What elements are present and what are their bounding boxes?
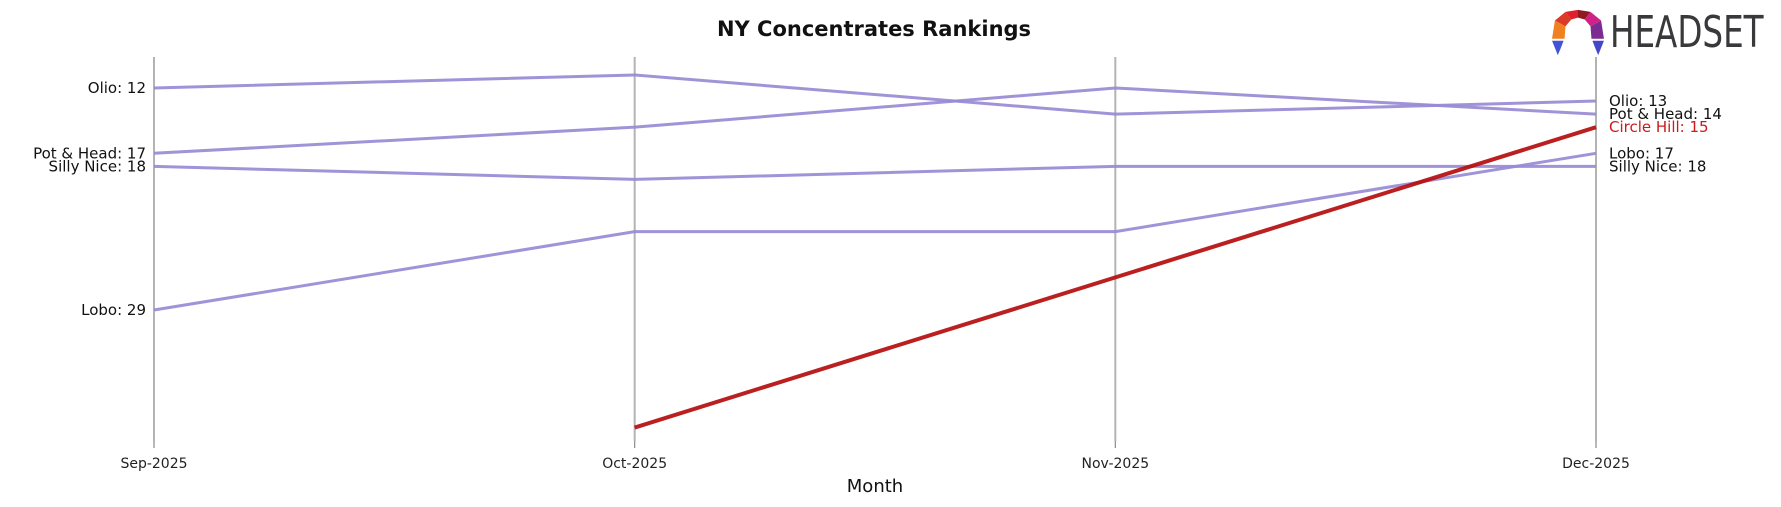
series-line-circle-hill[interactable] [634, 125, 1597, 430]
right-rank-label: Circle Hill: 15 [1609, 118, 1709, 136]
left-rank-label: Olio: 12 [88, 79, 146, 97]
gridlines [153, 57, 1597, 448]
x-axis-title: Month [846, 476, 904, 497]
left-rank-label: Lobo: 29 [81, 301, 146, 319]
series-line-silly-nice[interactable] [153, 164, 1596, 181]
right-rank-label: Silly Nice: 18 [1609, 157, 1706, 175]
x-tick-label: Oct-2025 [602, 456, 667, 472]
month-tick-labels: Sep-2025 Oct-2025 Nov-2025 Dec-2025 [120, 456, 1629, 472]
right-rank-label: Lobo: 17 [1609, 144, 1674, 162]
left-rank-label: Pot & Head: 17 [33, 144, 146, 162]
series-line-lobo[interactable] [153, 151, 1597, 312]
x-tick-label: Sep-2025 [120, 456, 187, 472]
x-tick-label: Dec-2025 [1562, 456, 1630, 472]
right-rank-label: Pot & Head: 14 [1609, 105, 1722, 123]
left-rank-label: Silly Nice: 18 [49, 157, 146, 175]
x-tick-label: Nov-2025 [1082, 456, 1150, 472]
right-rank-label: Olio: 13 [1609, 92, 1667, 110]
headset-logo-icon [1552, 9, 1604, 56]
series-line-olio[interactable] [153, 73, 1597, 116]
headset-logo: HEADSET [1549, 6, 1781, 60]
headset-logo-text: HEADSET [1610, 7, 1764, 58]
series-line-pot-head[interactable] [153, 86, 1597, 155]
chart-title: NY Concentrates Rankings [716, 17, 1032, 41]
series-lines [153, 73, 1597, 430]
